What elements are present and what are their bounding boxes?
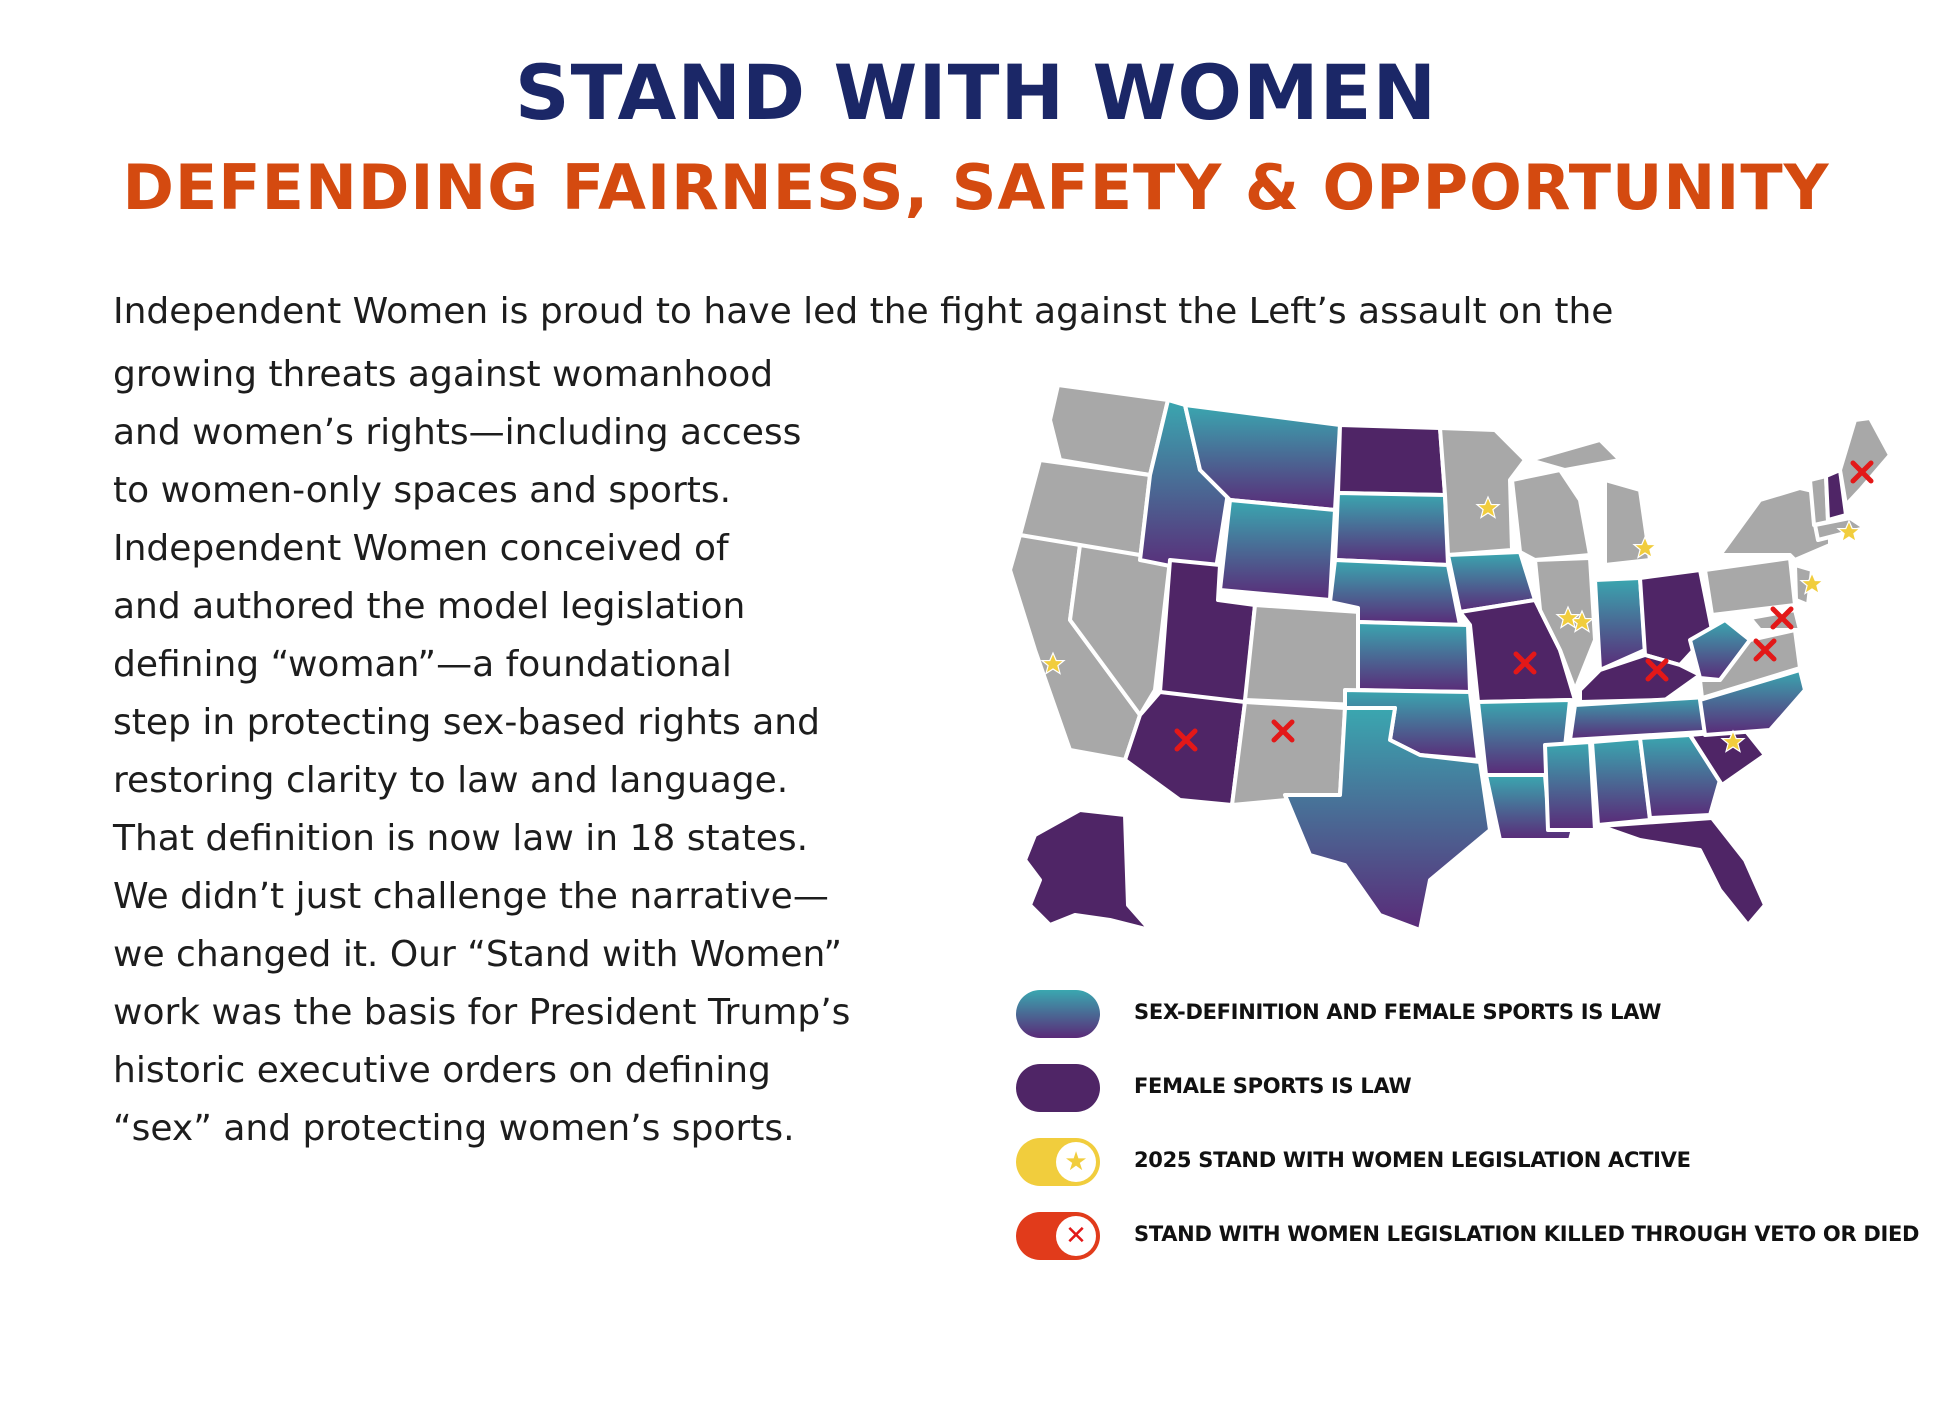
star-pill-icon: ★ <box>1016 1138 1100 1186</box>
state-az <box>1123 690 1247 807</box>
state-ga <box>1638 733 1722 820</box>
state-co <box>1243 603 1362 707</box>
legend-item-female-sports: FEMALE SPORTS IS LAW <box>1016 1064 1856 1114</box>
teal-purple-pill-icon <box>1016 990 1100 1038</box>
x-icon: ✕ <box>1056 1216 1096 1256</box>
state-me <box>1838 416 1892 507</box>
page-title: STAND WITH WOMEN <box>514 48 1438 137</box>
star-icon: ★ <box>1056 1142 1096 1182</box>
body-line: and authored the model legislation <box>113 586 746 627</box>
state-ks <box>1356 620 1472 694</box>
legend-label: 2025 STAND WITH WOMEN LEGISLATION ACTIVE <box>1134 1148 1691 1172</box>
body-line: historic executive orders on defining <box>113 1050 771 1091</box>
body-line: work was the basis for President Trump’s <box>113 992 851 1033</box>
state-ms <box>1543 740 1597 832</box>
body-line: We didn’t just challenge the narrative— <box>113 876 829 917</box>
body-line: growing threats against womanhood <box>113 354 774 395</box>
legend-item-sex-definition: SEX-DEFINITION AND FEMALE SPORTS IS LAW <box>1016 990 1856 1040</box>
state-wi <box>1510 468 1592 562</box>
legend-item-legislation-active: ★ 2025 STAND WITH WOMEN LEGISLATION ACTI… <box>1016 1138 1856 1188</box>
x-pill-icon: ✕ <box>1016 1212 1100 1260</box>
state-fl <box>1598 816 1767 927</box>
state-nd <box>1336 423 1447 497</box>
legend-label: SEX-DEFINITION AND FEMALE SPORTS IS LAW <box>1134 1000 1662 1024</box>
body-line: That definition is now law in 18 states. <box>113 818 809 859</box>
state-ak <box>1023 808 1152 932</box>
state-ky <box>1578 653 1702 704</box>
legend-label: STAND WITH WOMEN LEGISLATION KILLED THRO… <box>1134 1222 1920 1246</box>
body-line: to women-only spaces and sports. <box>113 470 732 511</box>
body-text: growing threats against womanhood and wo… <box>113 346 850 1158</box>
state-wy <box>1218 498 1337 602</box>
us-map <box>1008 383 1892 932</box>
page-subtitle: DEFENDING FAIRNESS, SAFETY & OPPORTUNITY <box>122 151 1830 224</box>
legend-item-legislation-killed: ✕ STAND WITH WOMEN LEGISLATION KILLED TH… <box>1016 1212 1919 1262</box>
body-line: Independent Women conceived of <box>113 528 729 569</box>
state-mn <box>1438 426 1527 557</box>
state-nm <box>1230 700 1347 807</box>
body-line: step in protecting sex-based rights and <box>113 702 820 743</box>
body-line: we changed it. Our “Stand with Women” <box>113 934 843 975</box>
intro-text: Independent Women is proud to have led t… <box>113 291 1614 332</box>
body-line: defining “woman”—a foundational <box>113 644 732 685</box>
state-wa <box>1048 383 1170 477</box>
body-line: and women’s rights—including access <box>113 412 802 453</box>
state-sd <box>1333 491 1450 567</box>
legend-label: FEMALE SPORTS IS LAW <box>1134 1074 1412 1098</box>
state-pa <box>1703 556 1797 617</box>
body-line: restoring clarity to law and language. <box>113 760 789 801</box>
state-nj <box>1793 563 1814 607</box>
body-line: “sex” and protecting women’s sports. <box>113 1108 795 1149</box>
state-mi <box>1528 438 1652 567</box>
state-tx <box>1283 706 1492 932</box>
purple-pill-icon <box>1016 1064 1100 1112</box>
